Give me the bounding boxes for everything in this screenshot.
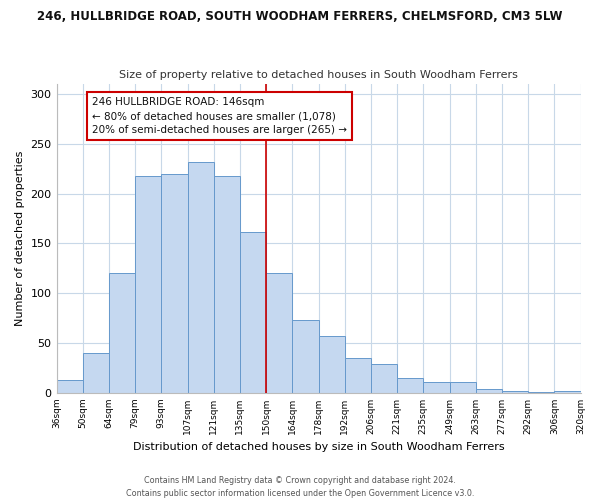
Bar — [161, 174, 188, 393]
Text: Contains HM Land Registry data © Crown copyright and database right 2024.
Contai: Contains HM Land Registry data © Crown c… — [126, 476, 474, 498]
Bar — [266, 274, 292, 393]
Text: 246 HULLBRIDGE ROAD: 146sqm
← 80% of detached houses are smaller (1,078)
20% of : 246 HULLBRIDGE ROAD: 146sqm ← 80% of det… — [92, 97, 347, 135]
Bar — [109, 274, 135, 393]
Text: 246, HULLBRIDGE ROAD, SOUTH WOODHAM FERRERS, CHELMSFORD, CM3 5LW: 246, HULLBRIDGE ROAD, SOUTH WOODHAM FERR… — [37, 10, 563, 23]
X-axis label: Distribution of detached houses by size in South Woodham Ferrers: Distribution of detached houses by size … — [133, 442, 505, 452]
Bar — [397, 378, 424, 393]
Bar — [528, 392, 554, 393]
Bar — [345, 358, 371, 393]
Bar — [424, 382, 449, 393]
Bar — [476, 389, 502, 393]
Bar — [319, 336, 345, 393]
Bar — [240, 232, 266, 393]
Bar — [188, 162, 214, 393]
Bar — [502, 391, 528, 393]
Bar — [371, 364, 397, 393]
Bar — [135, 176, 161, 393]
Bar — [83, 353, 109, 393]
Title: Size of property relative to detached houses in South Woodham Ferrers: Size of property relative to detached ho… — [119, 70, 518, 81]
Bar — [56, 380, 83, 393]
Y-axis label: Number of detached properties: Number of detached properties — [15, 151, 25, 326]
Bar — [449, 382, 476, 393]
Bar — [554, 391, 581, 393]
Bar — [292, 320, 319, 393]
Bar — [214, 176, 240, 393]
